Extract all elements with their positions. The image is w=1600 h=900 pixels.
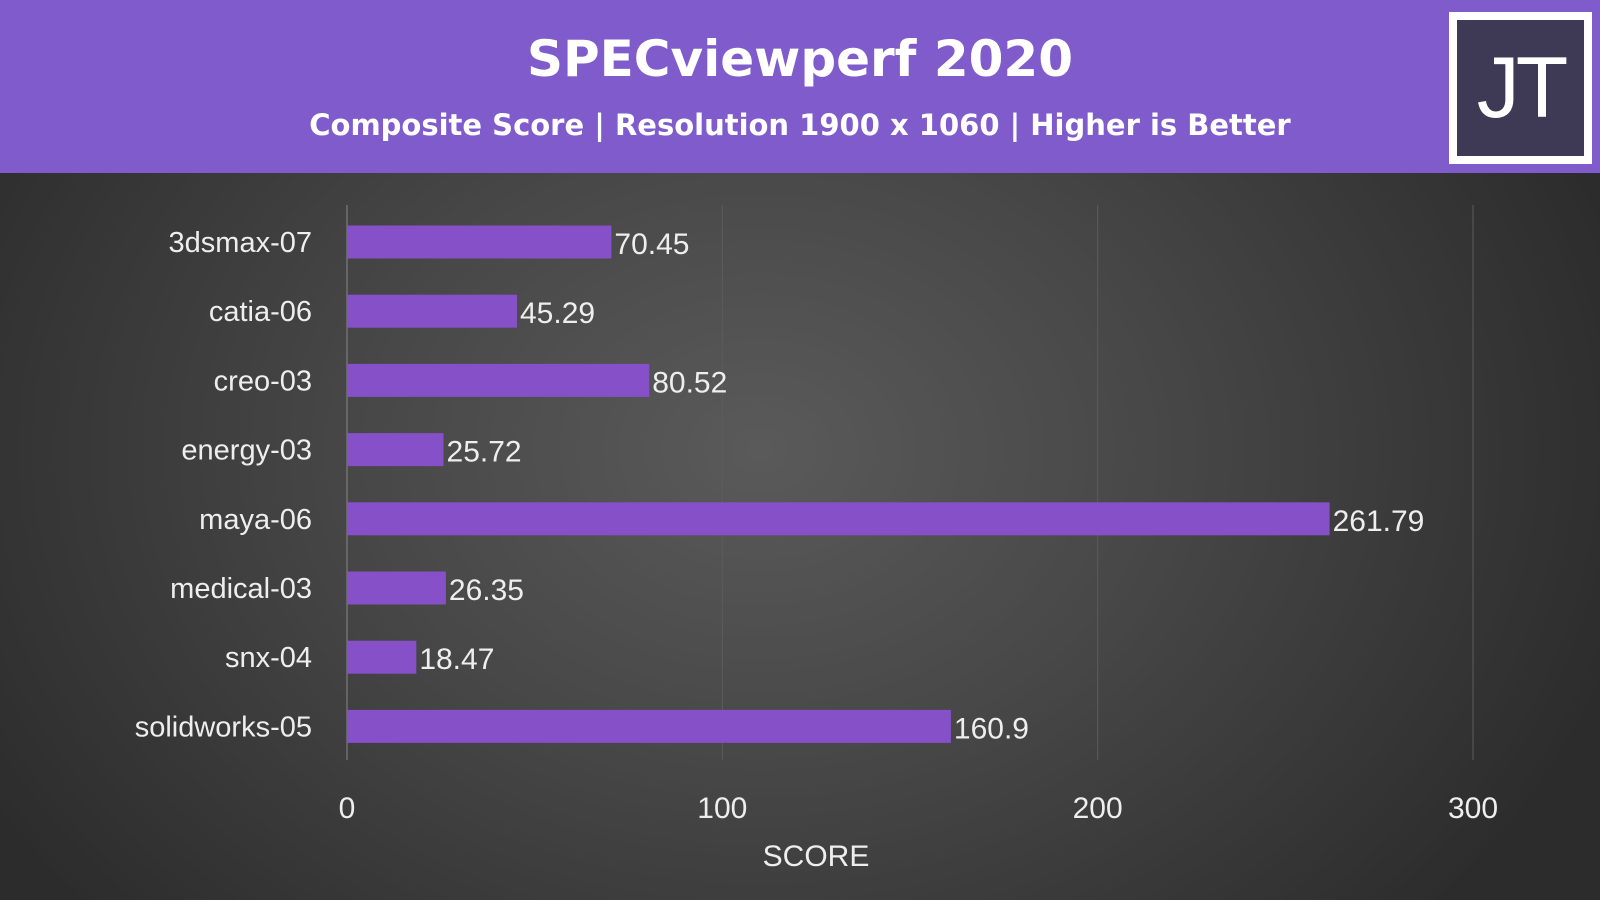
x-tick-label: 100 [697, 792, 747, 825]
category-label: solidworks-05 [135, 711, 312, 743]
value-label: 70.45 [614, 228, 689, 261]
category-label: catia-06 [209, 296, 312, 328]
x-tick-label: 0 [339, 792, 356, 825]
x-tick-label: 300 [1448, 792, 1498, 825]
category-label: energy-03 [181, 435, 312, 467]
bar [347, 294, 517, 328]
header-banner: SPECviewperf 2020 Composite Score | Reso… [0, 0, 1600, 173]
value-label: 25.72 [447, 436, 522, 469]
jt-logo: JT [1449, 12, 1592, 164]
value-label: 80.52 [652, 366, 727, 399]
category-label: maya-06 [199, 504, 312, 536]
x-axis-label: SCORE [763, 840, 870, 873]
logo-text: JT [1457, 20, 1584, 156]
value-label: 160.9 [954, 712, 1029, 745]
value-label: 261.79 [1333, 505, 1425, 538]
x-tick-label: 200 [1073, 792, 1123, 825]
value-label: 26.35 [449, 574, 524, 607]
bar [347, 571, 446, 605]
bar [347, 709, 951, 743]
chart-title: SPECviewperf 2020 [526, 30, 1074, 88]
category-label: snx-04 [225, 642, 312, 674]
category-label: 3dsmax-07 [169, 227, 312, 259]
value-label: 45.29 [520, 297, 595, 330]
bar [347, 502, 1330, 536]
value-label: 18.47 [419, 643, 494, 676]
bar [347, 225, 612, 259]
chart-subtitle: Composite Score | Resolution 1900 x 1060… [309, 108, 1291, 142]
bar [347, 363, 650, 397]
category-label: medical-03 [170, 573, 312, 605]
category-label: creo-03 [214, 365, 312, 397]
bar [347, 640, 417, 674]
bar [347, 433, 444, 467]
